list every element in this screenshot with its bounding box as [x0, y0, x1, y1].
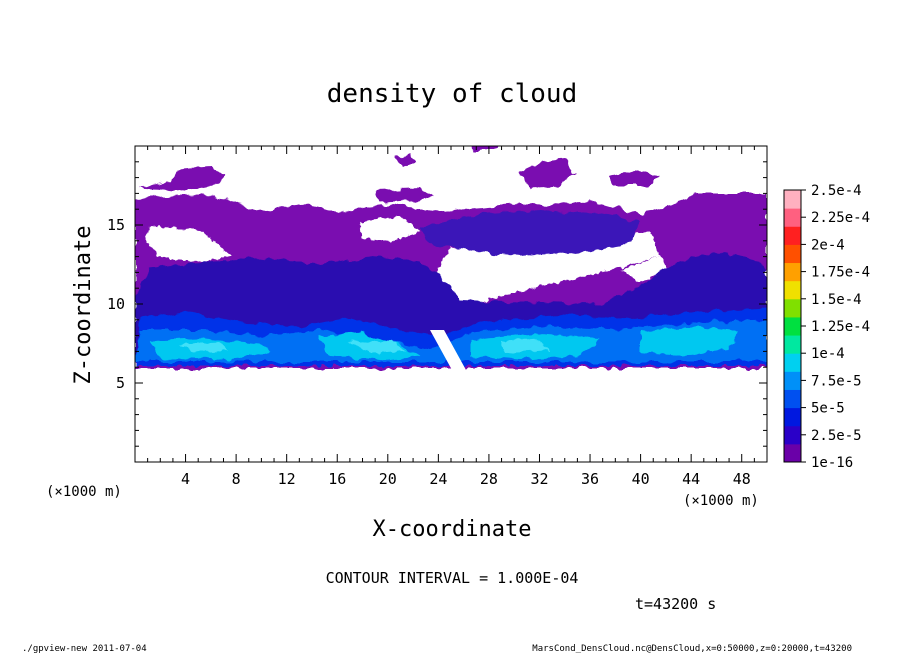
gap-region: [360, 216, 420, 242]
contour-region: [500, 340, 548, 352]
footer-left: ./gpview-new 2011-07-04: [22, 644, 147, 654]
colorbar-label: 2.5e-4: [811, 183, 862, 199]
contour-region: [608, 170, 660, 186]
gap-region: [620, 256, 668, 282]
footer-right: MarsCond_DensCloud.nc@DensCloud,x=0:5000…: [532, 644, 852, 654]
x-tick-label: 12: [278, 470, 296, 488]
colorbar-swatch: [784, 407, 801, 427]
x-tick-label: 24: [429, 470, 447, 488]
y-axis-title: Z-coordinate: [71, 226, 96, 385]
x-tick-label: 8: [232, 470, 241, 488]
contour-region: [420, 210, 640, 256]
x-tick-label: 36: [581, 470, 599, 488]
colorbar-label: 1e-16: [811, 455, 853, 471]
contour-region: [180, 342, 230, 352]
colorbar-label: 5e-5: [811, 401, 845, 417]
contour-region: [471, 146, 499, 150]
x-tick-label: 20: [379, 470, 397, 488]
gap-region: [430, 330, 466, 370]
colorbar-swatch: [784, 335, 801, 354]
colorbar-swatch: [784, 425, 801, 445]
x-tick-label: 16: [328, 470, 346, 488]
gap-region: [146, 226, 232, 262]
x-tick-label: 32: [530, 470, 548, 488]
colorbar-swatch: [784, 371, 801, 390]
y-tick-label: 15: [107, 216, 125, 234]
colorbar-swatch: [784, 389, 801, 409]
colorbar-label: 2.5e-5: [811, 428, 862, 444]
colorbar-swatch: [784, 226, 801, 245]
contour-region: [520, 158, 575, 188]
x-axis-title: X-coordinate: [373, 517, 532, 542]
contour-region: [350, 340, 406, 354]
colorbar-label: 1.75e-4: [811, 265, 870, 281]
colorbar-swatch: [784, 443, 801, 463]
colorbar-swatch: [784, 262, 801, 282]
y-tick-label: 10: [107, 295, 125, 313]
contour-interval-note: CONTOUR INTERVAL = 1.000E-04: [326, 569, 579, 587]
colorbar-swatch: [784, 280, 801, 300]
colorbar-swatch: [784, 353, 801, 372]
colorbar-swatch: [784, 316, 801, 336]
contour-region: [140, 166, 226, 192]
colorbar-swatch: [784, 190, 801, 209]
contour-region: [376, 188, 434, 202]
colorbar-label: 2.25e-4: [811, 210, 870, 226]
y-axis: 5 10 15: [107, 161, 767, 447]
x-tick-label: 40: [632, 470, 650, 488]
x-tick-label: 44: [682, 470, 700, 488]
colorbar-label: 2e-4: [811, 237, 845, 253]
y-unit-label: (×1000 m): [46, 484, 122, 500]
time-label: t=43200 s: [635, 595, 716, 613]
x-tick-label: 48: [733, 470, 751, 488]
contour-region: [135, 320, 767, 362]
contour-region: [640, 326, 740, 356]
x-unit-label: (×1000 m): [683, 493, 759, 509]
contour-region: [396, 154, 414, 166]
cloud-field: [135, 146, 767, 370]
colorbar: 1e-16 2.5e-5 5e-5 7.5e-5 1e-4 1.25e-4 1.5e-4 1.…: [784, 183, 870, 471]
colorbar-swatch: [784, 208, 801, 227]
colorbar-label: 7.5e-5: [811, 373, 862, 389]
x-tick-label: 28: [480, 470, 498, 488]
x-axis: 4 8 12 16 20 24 28 32 36 40 44 48: [147, 146, 755, 488]
colorbar-label: 1e-4: [811, 346, 845, 362]
chart-title: density of cloud: [327, 79, 577, 109]
colorbar-swatch: [784, 298, 801, 318]
colorbar-frame: [783, 189, 802, 463]
colorbar-swatch: [784, 244, 801, 264]
colorbar-label: 1.25e-4: [811, 319, 870, 335]
x-tick-label: 4: [181, 470, 190, 488]
y-tick-label: 5: [116, 374, 125, 392]
colorbar-label: 1.5e-4: [811, 292, 862, 308]
